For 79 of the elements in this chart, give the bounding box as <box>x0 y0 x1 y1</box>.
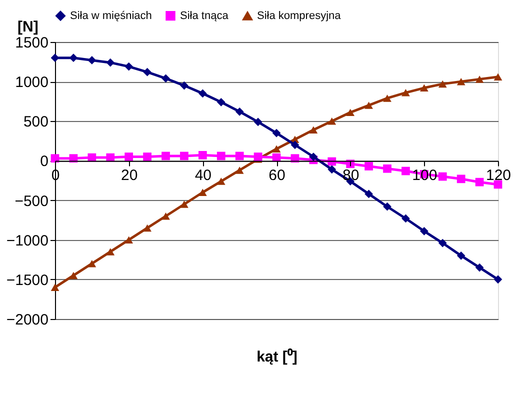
point <box>69 54 78 62</box>
point <box>383 94 392 102</box>
point <box>475 263 484 272</box>
x-axis-title: kąt [⁰] <box>256 348 298 366</box>
point <box>180 200 188 208</box>
point <box>364 190 373 198</box>
point <box>124 152 134 161</box>
point <box>106 248 115 256</box>
legend-label: Siła kompresyjna <box>257 10 342 22</box>
x-tick-label: 40 <box>194 167 212 184</box>
point <box>254 118 262 126</box>
point <box>216 152 226 160</box>
point <box>216 98 226 106</box>
point <box>456 252 466 260</box>
y-tick-label: −2000 <box>6 312 48 328</box>
point <box>364 102 373 109</box>
point <box>143 152 152 161</box>
point <box>50 284 60 291</box>
point <box>438 80 447 88</box>
point <box>235 152 244 160</box>
point <box>106 58 115 67</box>
y-tick-label: −500 <box>14 192 48 210</box>
y-tick-label: 1000 <box>15 74 48 92</box>
point <box>143 68 152 76</box>
legend-label: Siła w mięśniach <box>70 10 152 22</box>
point <box>162 212 170 220</box>
point <box>124 62 134 71</box>
point <box>438 172 447 181</box>
x-tick-label: 120 <box>486 167 512 184</box>
point <box>420 226 428 236</box>
point <box>216 178 226 185</box>
point <box>198 89 207 98</box>
point <box>254 152 262 161</box>
y-tick-label: −1000 <box>6 232 48 250</box>
point <box>402 89 410 96</box>
point <box>438 238 447 248</box>
point <box>88 56 96 64</box>
point <box>494 73 502 80</box>
x-tick-label: 20 <box>120 167 138 184</box>
point <box>420 84 428 92</box>
point <box>328 118 336 125</box>
point <box>475 76 484 83</box>
point <box>456 174 466 184</box>
point <box>475 178 484 186</box>
point <box>50 54 60 62</box>
y-tick-label: 500 <box>23 114 48 131</box>
point <box>235 166 244 174</box>
point <box>309 152 318 161</box>
point <box>402 214 410 223</box>
point <box>494 180 502 189</box>
point <box>346 108 355 116</box>
point <box>272 128 281 138</box>
point <box>198 188 207 196</box>
point <box>309 126 318 134</box>
x-tick-label: 60 <box>268 167 286 184</box>
point <box>402 166 410 176</box>
point <box>88 260 96 268</box>
point <box>69 272 78 280</box>
point <box>198 150 207 160</box>
point <box>124 236 134 244</box>
point <box>180 81 188 90</box>
point <box>456 78 466 86</box>
point <box>364 162 373 170</box>
point <box>290 140 300 150</box>
point <box>162 74 170 83</box>
point <box>494 275 502 284</box>
y-tick-label: 0 <box>40 153 48 170</box>
point <box>235 107 244 116</box>
point <box>383 164 392 173</box>
y-axis-title: [N] <box>18 18 38 36</box>
point <box>162 152 170 160</box>
y-tick-label: 1500 <box>15 34 48 52</box>
point <box>383 202 392 211</box>
legend-label: Siła tnąca <box>180 10 230 22</box>
point <box>272 145 281 152</box>
point <box>328 165 336 174</box>
point <box>143 224 152 232</box>
y-tick-label: −1500 <box>6 272 48 289</box>
point <box>180 152 188 160</box>
